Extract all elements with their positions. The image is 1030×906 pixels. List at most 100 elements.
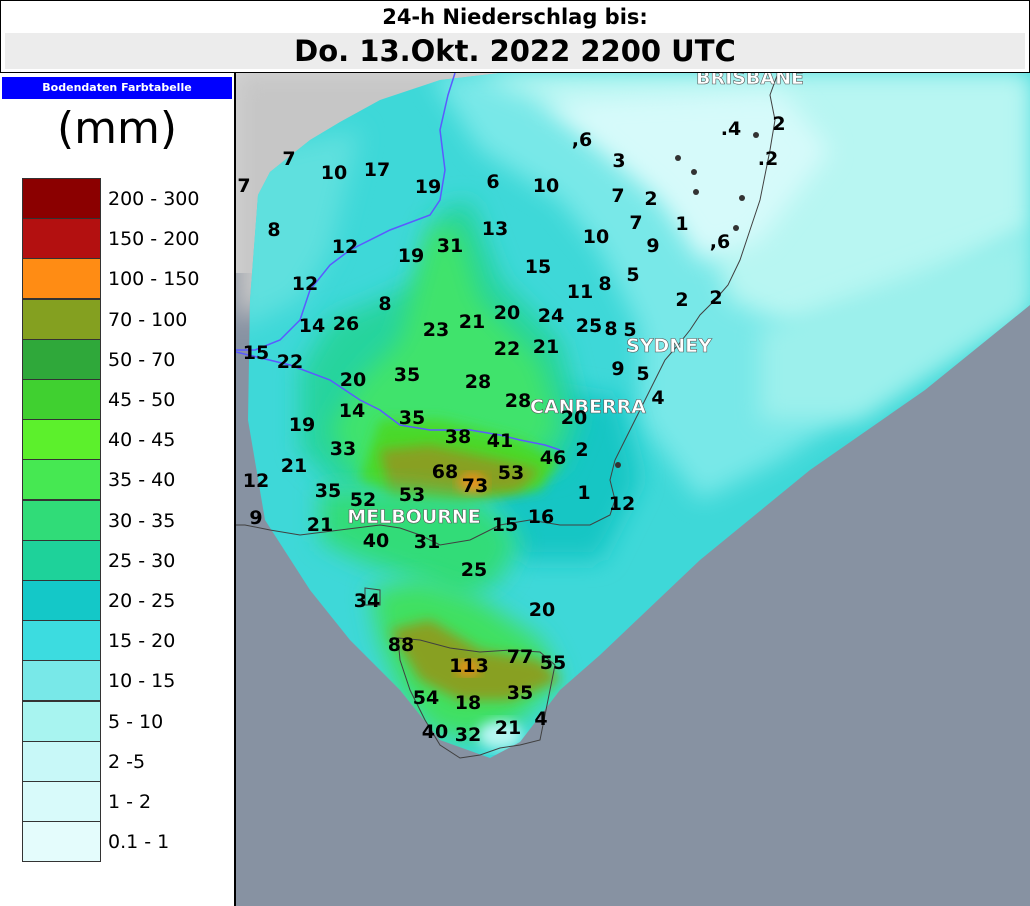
legend-label: 20 - 25 [108, 590, 176, 612]
legend-unit: (mm) [56, 103, 178, 154]
legend-label: 40 - 45 [108, 429, 176, 452]
legend-swatch [22, 539, 101, 581]
legend-label: 35 - 40 [108, 469, 176, 492]
legend-label: 0.1 - 1 [108, 831, 170, 854]
legend-entry: 25 - 30 [22, 539, 232, 581]
legend-entry: 0.1 - 1 [22, 821, 232, 863]
value-label: 2 [709, 287, 722, 309]
value-label: 40 [422, 721, 448, 743]
value-label: 73 [462, 475, 488, 497]
value-label: 35 [315, 480, 341, 502]
value-label: 20 [561, 407, 587, 429]
value-label: 46 [540, 447, 566, 469]
value-label: 19 [289, 414, 315, 436]
value-label: 21 [281, 455, 307, 477]
value-label: 4 [534, 708, 547, 730]
value-label: 34 [354, 590, 380, 612]
state-borders [236, 73, 561, 451]
city-label-melbourne: MELBOURNE [347, 506, 481, 528]
legend-entry: 150 - 200 [22, 218, 232, 260]
legend-label: 10 - 15 [108, 670, 176, 693]
value-label: 113 [449, 655, 489, 677]
legend-swatch [22, 218, 101, 260]
value-label: 25 [461, 559, 487, 581]
value-label: 41 [487, 430, 513, 452]
title-header: 24-h Niederschlag bis: Do. 13.Okt. 2022 … [0, 0, 1030, 73]
value-label: 9 [611, 358, 624, 380]
value-label: 16 [528, 506, 554, 528]
value-label: 38 [445, 426, 471, 448]
legend-swatch [22, 700, 101, 742]
value-label: 11 [567, 281, 593, 303]
value-label: 13 [482, 218, 508, 240]
legend-entry: 15 - 20 [22, 620, 232, 662]
value-label: 9 [249, 507, 262, 529]
value-label: 4 [651, 387, 664, 409]
legend-swatch [22, 338, 101, 380]
value-label: 7 [611, 185, 624, 207]
value-label: 12 [609, 493, 635, 515]
coastlines [236, 73, 779, 759]
value-label: 3 [612, 150, 625, 172]
value-label: 12 [332, 236, 358, 258]
value-label: 7 [282, 148, 295, 170]
value-label: 68 [432, 461, 458, 483]
value-label: 19 [398, 245, 424, 267]
legend-entry: 2 -5 [22, 740, 232, 782]
value-label: 7 [629, 212, 642, 234]
value-label: 22 [277, 351, 303, 373]
legend-entry: 30 - 35 [22, 499, 232, 541]
value-label: .4 [721, 118, 741, 140]
value-label: 2 [575, 439, 588, 461]
value-label: 32 [455, 724, 481, 746]
legend-label: 45 - 50 [108, 389, 176, 411]
legend-swatch [22, 459, 101, 501]
value-label: ,6 [572, 129, 592, 151]
legend-entry: 40 - 45 [22, 419, 232, 461]
value-label: ,6 [710, 231, 730, 253]
legend-label: 100 - 150 [108, 268, 200, 291]
legend-entry: 70 - 100 [22, 298, 232, 340]
value-label: 5 [623, 319, 636, 341]
value-label: 28 [505, 390, 531, 412]
legend-entry: 1 - 2 [22, 781, 232, 822]
value-label: 55 [540, 652, 566, 674]
legend-entry: 35 - 40 [22, 459, 232, 501]
legend-title: Bodendaten Farbtabelle [2, 77, 232, 99]
city-label-sydney: SYDNEY [626, 335, 712, 357]
legend-label: 2 -5 [108, 750, 146, 773]
value-label: 10 [533, 175, 559, 197]
color-legend: Bodendaten Farbtabelle (mm) 200 - 300 150… [0, 73, 236, 906]
legend-label: 200 - 300 [108, 188, 200, 210]
station-markers [615, 132, 759, 468]
value-label: 18 [455, 692, 481, 714]
value-label: 12 [243, 470, 269, 492]
value-label: 35 [394, 364, 420, 386]
value-label: 77 [507, 646, 533, 668]
legend-entry: 50 - 70 [22, 338, 232, 380]
legend-label: 15 - 20 [108, 630, 176, 653]
value-label: 10 [321, 162, 347, 184]
legend-swatch [22, 499, 101, 541]
value-label: 22 [494, 338, 520, 360]
title-line-1: 24-h Niederschlag bis: [382, 5, 648, 29]
value-label: 1 [675, 213, 688, 235]
legend-swatch [22, 580, 101, 621]
title-line-2: Do. 13.Okt. 2022 2200 UTC [5, 33, 1025, 69]
legend-entry: 200 - 300 [22, 178, 232, 219]
legend-label: 50 - 70 [108, 348, 176, 371]
legend-label: 1 - 2 [108, 791, 152, 813]
legend-swatch [22, 740, 101, 782]
value-label: 10 [583, 226, 609, 248]
value-label: 8 [267, 219, 280, 241]
legend-swatch [22, 781, 101, 822]
value-label: 35 [399, 407, 425, 429]
value-label: 2 [772, 113, 785, 135]
value-label: 21 [495, 717, 521, 739]
value-label: 52 [350, 489, 376, 511]
value-label: .2 [758, 148, 778, 170]
value-label: 23 [423, 319, 449, 341]
value-label: 14 [339, 400, 365, 422]
legend-entry: 20 - 25 [22, 580, 232, 621]
